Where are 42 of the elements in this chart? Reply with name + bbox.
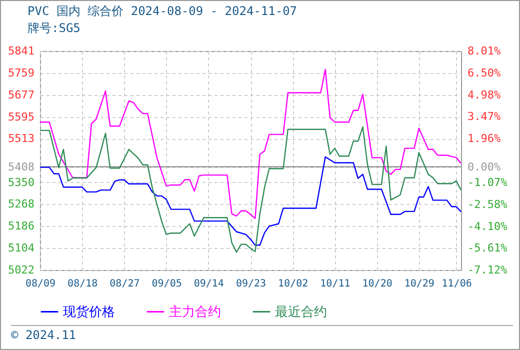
y-tick-label: 5104	[8, 242, 35, 255]
line-series	[39, 126, 462, 253]
legend-label: 现货价格	[63, 304, 115, 320]
x-tick-label: 09/14	[194, 278, 224, 290]
x-tick-label: 08/09	[25, 278, 56, 290]
y-tick-label: 5408	[8, 160, 34, 174]
x-tick-label: 10/11	[320, 278, 350, 290]
y2-tick-label: 4.98%	[468, 88, 501, 102]
x-tick-label: 09/23	[236, 278, 266, 290]
legend-label: 最近合约	[275, 304, 327, 320]
line-series	[39, 68, 462, 219]
y2-tick-label: 6.50%	[468, 66, 501, 80]
y2-tick-label: 0.00%	[468, 160, 501, 174]
x-tick-label: 08/18	[68, 278, 98, 290]
y-tick-label: 5022	[8, 264, 34, 276]
y-tick-label: 5595	[8, 110, 34, 124]
x-tick-label: 08/27	[110, 278, 140, 290]
y-tick-label: 5677	[8, 88, 34, 102]
y2-tick-label: -7.12%	[468, 264, 508, 276]
text: © 2024.11	[11, 325, 513, 342]
y2-tick-label: 3.47%	[468, 110, 501, 124]
y2-tick-label: -4.10%	[468, 220, 508, 233]
x-tick-label: 10/20	[362, 278, 392, 290]
x-tick-label: 09/05	[152, 278, 182, 290]
y-tick-label: 5350	[8, 176, 34, 189]
y2-tick-label: -1.07%	[468, 176, 508, 189]
chart-subtitle: 牌号:SG5	[28, 21, 80, 35]
y-tick-label: 5759	[8, 66, 34, 80]
y2-tick-label: 1.96%	[468, 132, 501, 146]
chart-title: PVC 国内 综合价 2024-08-09 - 2024-11-07	[28, 4, 298, 18]
x-tick-label: 11/06	[442, 278, 472, 290]
y-tick-label: 5268	[8, 198, 34, 211]
y-tick-label: 5841	[8, 44, 34, 58]
legend-label: 主力合约	[169, 304, 221, 320]
y2-tick-label: -2.58%	[468, 198, 508, 211]
line-series	[39, 156, 462, 246]
y2-tick-label: 8.01%	[468, 44, 501, 58]
y-tick-label: 5513	[8, 132, 34, 146]
x-tick-label: 10/02	[278, 278, 308, 290]
y2-tick-label: -5.61%	[468, 242, 508, 255]
x-tick-label: 10/29	[404, 278, 434, 290]
y-tick-label: 5186	[8, 220, 34, 233]
